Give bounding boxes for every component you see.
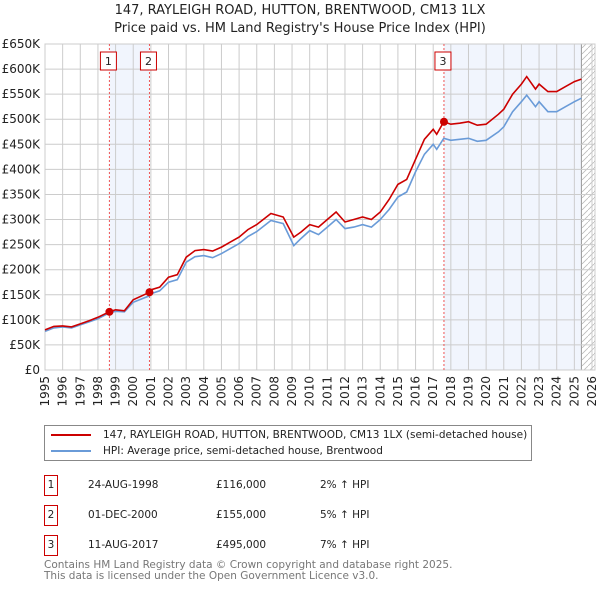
x-tick-label: 2002 — [162, 376, 176, 407]
transaction-hpi: 7% ↑ HPI — [320, 539, 370, 551]
y-tick-label: £650K — [2, 37, 42, 51]
transaction-row: 1 24-AUG-1998 £116,000 2% ↑ HPI — [44, 475, 444, 497]
legend-item-property: 147, RAYLEIGH ROAD, HUTTON, BRENTWOOD, C… — [51, 429, 527, 441]
transaction-price: £116,000 — [216, 479, 267, 491]
sale-label-box — [434, 51, 452, 71]
x-tick-label: 2001 — [144, 376, 158, 407]
transaction-price: £155,000 — [216, 509, 267, 521]
transaction-number: 1 — [44, 475, 58, 496]
sale-point — [439, 117, 448, 126]
footer-copyright: Contains HM Land Registry data © Crown c… — [44, 559, 453, 571]
x-tick-label: 2019 — [461, 376, 475, 407]
sale-point — [145, 288, 154, 297]
x-tick-label: 2025 — [567, 376, 581, 407]
y-tick-label: £100K — [2, 313, 42, 327]
y-tick-label: £400K — [2, 162, 42, 176]
transaction-date: 11-AUG-2017 — [88, 539, 159, 551]
x-tick-label: 2020 — [479, 376, 493, 407]
chart-title: 147, RAYLEIGH ROAD, HUTTON, BRENTWOOD, C… — [0, 2, 600, 38]
x-tick-label: 2021 — [497, 376, 511, 407]
x-tick-label: 2000 — [126, 376, 140, 407]
legend-swatch-red — [51, 434, 91, 436]
series-line — [44, 75, 582, 331]
title-line-1: 147, RAYLEIGH ROAD, HUTTON, BRENTWOOD, C… — [114, 3, 486, 18]
transaction-number: 3 — [44, 535, 58, 556]
x-tick-label: 2011 — [320, 376, 334, 407]
x-tick-label: 2018 — [444, 376, 458, 407]
legend-swatch-blue — [51, 450, 91, 452]
title-line-2: Price paid vs. HM Land Registry's House … — [114, 21, 486, 36]
legend-label-property: 147, RAYLEIGH ROAD, HUTTON, BRENTWOOD, C… — [103, 429, 528, 441]
x-tick-label: 1995 — [38, 376, 52, 407]
y-tick-label: £200K — [2, 263, 42, 277]
transaction-date: 24-AUG-1998 — [88, 479, 159, 491]
legend-item-hpi: HPI: Average price, semi-detached house,… — [51, 445, 383, 457]
y-tick-label: £350K — [2, 187, 42, 201]
x-tick-label: 2006 — [232, 376, 246, 407]
price-chart: £0 £50K £100K £150K £200K £250K £300K £350K £400… — [2, 37, 599, 407]
x-tick-label: 2005 — [214, 376, 228, 407]
y-tick-label: £250K — [2, 238, 42, 252]
x-tick-label: 2026 — [585, 376, 599, 407]
x-tick-label: 1996 — [56, 376, 70, 407]
y-tick-label: £50K — [9, 338, 41, 352]
future-hatch — [581, 44, 595, 370]
x-tick-label: 1997 — [73, 376, 87, 407]
x-tick-label: 2013 — [356, 376, 370, 407]
transaction-number: 2 — [44, 505, 58, 526]
x-tick-label: 2012 — [338, 376, 352, 407]
transaction-date: 01-DEC-2000 — [88, 509, 158, 521]
x-tick-label: 2010 — [303, 376, 317, 407]
x-tick-label: 2022 — [514, 376, 528, 407]
legend-label-hpi: HPI: Average price, semi-detached house,… — [103, 445, 383, 457]
series-line — [44, 93, 582, 333]
y-tick-label: £300K — [2, 213, 42, 227]
x-tick-label: 2004 — [197, 376, 211, 407]
x-tick-label: 2014 — [373, 376, 387, 407]
footer-licence: This data is licensed under the Open Gov… — [44, 570, 379, 582]
y-tick-label: £150K — [2, 288, 42, 302]
transaction-row: 2 01-DEC-2000 £155,000 5% ↑ HPI — [44, 505, 444, 527]
sale-point — [105, 307, 114, 316]
x-tick-label: 2016 — [409, 376, 423, 407]
y-tick-label: £450K — [2, 137, 42, 151]
x-tick-label: 2023 — [532, 376, 546, 407]
sale-label: 3 — [439, 55, 446, 68]
sale-label: 2 — [145, 55, 152, 68]
transaction-hpi: 5% ↑ HPI — [320, 509, 370, 521]
footer: Contains HM Land Registry data © Crown c… — [44, 560, 452, 582]
x-tick-label: 1999 — [109, 376, 123, 407]
x-tick-label: 2007 — [250, 376, 264, 407]
x-tick-label: 2009 — [285, 376, 299, 407]
sale-label-box — [139, 51, 157, 71]
x-tick-label: 2008 — [267, 376, 281, 407]
transaction-price: £495,000 — [216, 539, 267, 551]
legend: 147, RAYLEIGH ROAD, HUTTON, BRENTWOOD, C… — [44, 425, 532, 461]
shaded-range — [443, 44, 582, 370]
x-tick-label: 1998 — [91, 376, 105, 407]
x-tick-label: 2017 — [426, 376, 440, 407]
y-tick-label: £550K — [2, 87, 42, 101]
y-tick-label: £500K — [2, 112, 42, 126]
x-tick-label: 2024 — [550, 376, 564, 407]
x-tick-label: 2015 — [391, 376, 405, 407]
transaction-row: 3 11-AUG-2017 £495,000 7% ↑ HPI — [44, 535, 444, 557]
x-tick-label: 2003 — [179, 376, 193, 407]
sale-label-box — [99, 51, 117, 71]
y-tick-label: £0 — [25, 363, 40, 377]
y-tick-label: £600K — [2, 62, 42, 76]
sale-label: 1 — [105, 55, 112, 68]
transaction-hpi: 2% ↑ HPI — [320, 479, 370, 491]
